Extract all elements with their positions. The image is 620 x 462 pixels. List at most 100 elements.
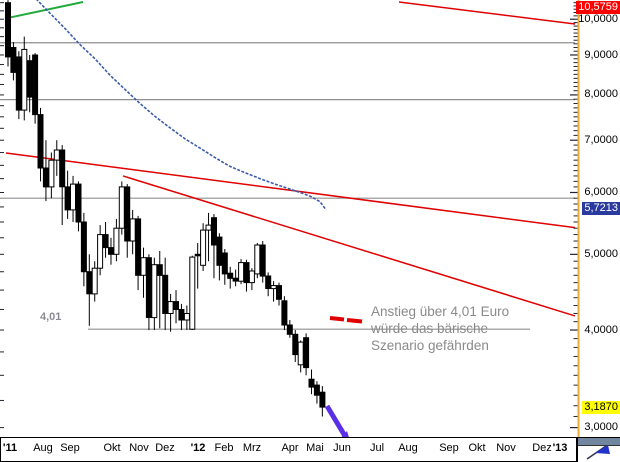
- candle: [173, 290, 179, 324]
- corner-bar: [578, 437, 620, 446]
- candle: [189, 255, 196, 330]
- candle: [113, 218, 120, 262]
- moving-average-line: [36, 0, 327, 211]
- candle: [97, 225, 104, 276]
- candle: [21, 36, 28, 121]
- x-axis-label: Dez: [155, 442, 175, 454]
- green-trendline: [4, 1, 84, 20]
- candle: [254, 243, 261, 279]
- candle: [243, 259, 250, 292]
- annotation-line: Anstieg über 4,01 Euro: [371, 304, 510, 319]
- flag-icon[interactable]: [586, 444, 614, 460]
- candle: [167, 293, 174, 332]
- annotation-line: würde das bärische: [371, 321, 489, 336]
- candle: [140, 247, 147, 298]
- candle: [248, 268, 255, 291]
- candle: [200, 223, 207, 271]
- x-axis-label: Jul: [369, 442, 385, 454]
- candle: [15, 51, 22, 120]
- x-axis-strip: '11 Aug Sep Okt Nov Dez '12 Feb Mrz Apr Mai Jun Jul A…: [0, 437, 577, 462]
- y-axis-label: 5,0000: [584, 247, 618, 260]
- x-axis-label: Aug: [398, 442, 418, 454]
- candle: [178, 303, 185, 330]
- candlestick-series: [5, 0, 326, 417]
- x-axis-label: Jun: [333, 442, 351, 454]
- breakdown-arrow: [324, 404, 348, 437]
- candle: [216, 233, 223, 281]
- breakdown-arrow-head: [341, 431, 349, 437]
- last-price-badge: 3,1870: [582, 400, 620, 414]
- x-axis-label: Okt: [468, 442, 486, 454]
- candle: [303, 333, 310, 376]
- candle: [124, 184, 131, 258]
- candle: [26, 55, 33, 113]
- corner-panel: [577, 437, 620, 462]
- candle: [53, 140, 60, 176]
- candle: [259, 241, 266, 283]
- support-level-label: 4,01: [40, 311, 62, 323]
- candle: [151, 257, 158, 330]
- resistance-marker: [329, 316, 363, 324]
- candle: [108, 237, 114, 265]
- x-axis-label: Mrz: [242, 442, 262, 454]
- candle: [205, 212, 212, 262]
- candle: [10, 42, 17, 81]
- red-trendline: [5, 152, 576, 229]
- y-axis-label: 3,0000: [584, 421, 618, 434]
- candle: [313, 381, 320, 404]
- candle: [238, 259, 245, 285]
- candle: [42, 140, 49, 202]
- x-axis-label: Feb: [214, 442, 234, 454]
- y-axis-label: 8,0000: [584, 88, 618, 101]
- candle: [308, 369, 315, 395]
- y-axis-ticks: [0, 2, 578, 429]
- candle: [319, 386, 326, 417]
- candle: [183, 305, 190, 330]
- x-axis-label: '13: [552, 442, 568, 454]
- y-axis-label: 6,0000: [584, 186, 618, 198]
- x-axis-label: '12: [190, 442, 206, 454]
- candle: [211, 214, 217, 279]
- x-axis-label: Dez: [532, 442, 552, 454]
- candle: [86, 254, 93, 326]
- candle: [129, 209, 136, 255]
- x-axis-label: Okt: [103, 442, 121, 454]
- candle: [145, 254, 152, 330]
- high-price-badge: 10,5759: [576, 1, 620, 14]
- y-axis-label: 9,0000: [584, 48, 618, 61]
- y-axis-label: 7,0000: [584, 133, 618, 146]
- candle: [227, 266, 234, 289]
- candle: [118, 181, 125, 235]
- x-axis-label: '11: [2, 442, 18, 454]
- ma-price-badge: 5,7213: [582, 202, 620, 216]
- candle: [265, 272, 272, 297]
- candle: [135, 215, 142, 291]
- candle: [5, 0, 11, 67]
- candle: [281, 296, 288, 330]
- candle: [292, 330, 299, 362]
- candle: [48, 152, 55, 199]
- x-axis-label: Sep: [439, 442, 459, 454]
- candle: [75, 181, 82, 232]
- candle: [276, 282, 282, 306]
- candle: [162, 257, 169, 330]
- candle: [102, 222, 109, 258]
- y-axis-label: 4,0000: [584, 323, 618, 336]
- candle: [80, 212, 87, 287]
- x-axis-label: Sep: [60, 442, 80, 454]
- candle: [156, 251, 163, 329]
- flag-pennant: [595, 445, 610, 454]
- candle: [59, 145, 66, 226]
- candle: [32, 53, 39, 124]
- candle: [91, 261, 98, 302]
- x-axis-label: Nov: [496, 442, 516, 454]
- candle: [297, 340, 304, 373]
- candle: [37, 107, 44, 182]
- red-trendline: [122, 175, 576, 317]
- x-axis-label: Aug: [33, 442, 53, 454]
- candle: [286, 320, 293, 338]
- x-axis-label: Apr: [281, 442, 299, 454]
- price-chart: [0, 0, 580, 437]
- candle: [70, 175, 76, 222]
- x-axis-label: Nov: [129, 442, 149, 454]
